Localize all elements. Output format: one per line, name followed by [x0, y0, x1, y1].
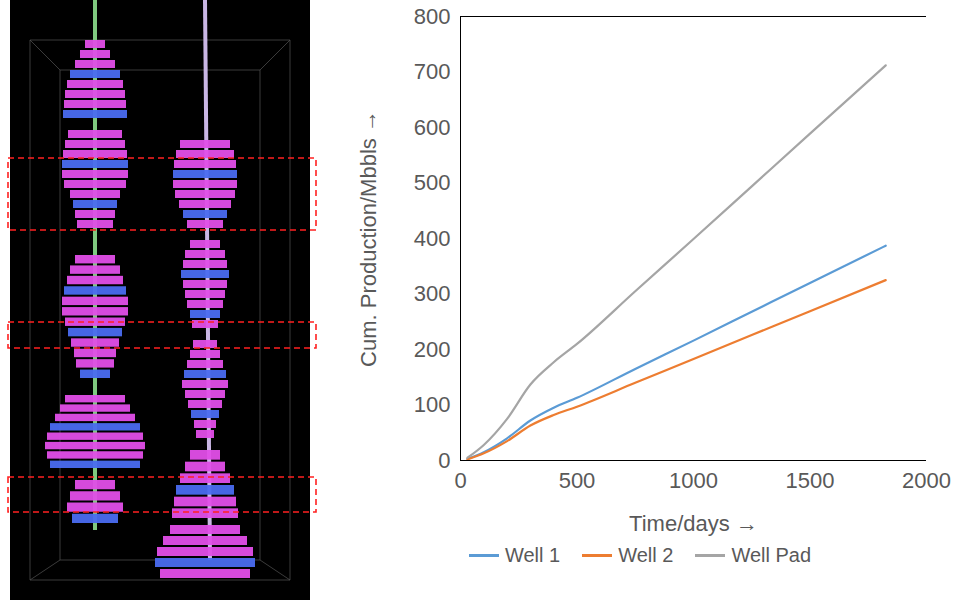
svg-text:400: 400 — [414, 226, 451, 251]
svg-text:1500: 1500 — [786, 468, 835, 493]
html-text:Well Pad: Well Pad — [731, 544, 811, 566]
svg-text:Cum. Production/Mbbls →: Cum. Production/Mbbls → — [356, 110, 381, 367]
html-text:Well 2: Well 2 — [618, 544, 674, 566]
svg-text:800: 800 — [414, 4, 451, 29]
svg-text:0: 0 — [438, 448, 450, 473]
svg-text:600: 600 — [414, 115, 451, 140]
svg-text:0: 0 — [454, 468, 466, 493]
svg-text:200: 200 — [414, 337, 451, 362]
svg-text:100: 100 — [414, 392, 451, 417]
svg-text:Time/days →: Time/days → — [629, 511, 758, 536]
svg-text:500: 500 — [414, 170, 451, 195]
html-text:Well 1: Well 1 — [504, 544, 561, 566]
svg-text:300: 300 — [414, 281, 451, 306]
svg-text:700: 700 — [414, 59, 451, 84]
svg-text:1000: 1000 — [669, 468, 718, 493]
svg-text:2000: 2000 — [902, 468, 951, 493]
svg-text:500: 500 — [559, 468, 596, 493]
